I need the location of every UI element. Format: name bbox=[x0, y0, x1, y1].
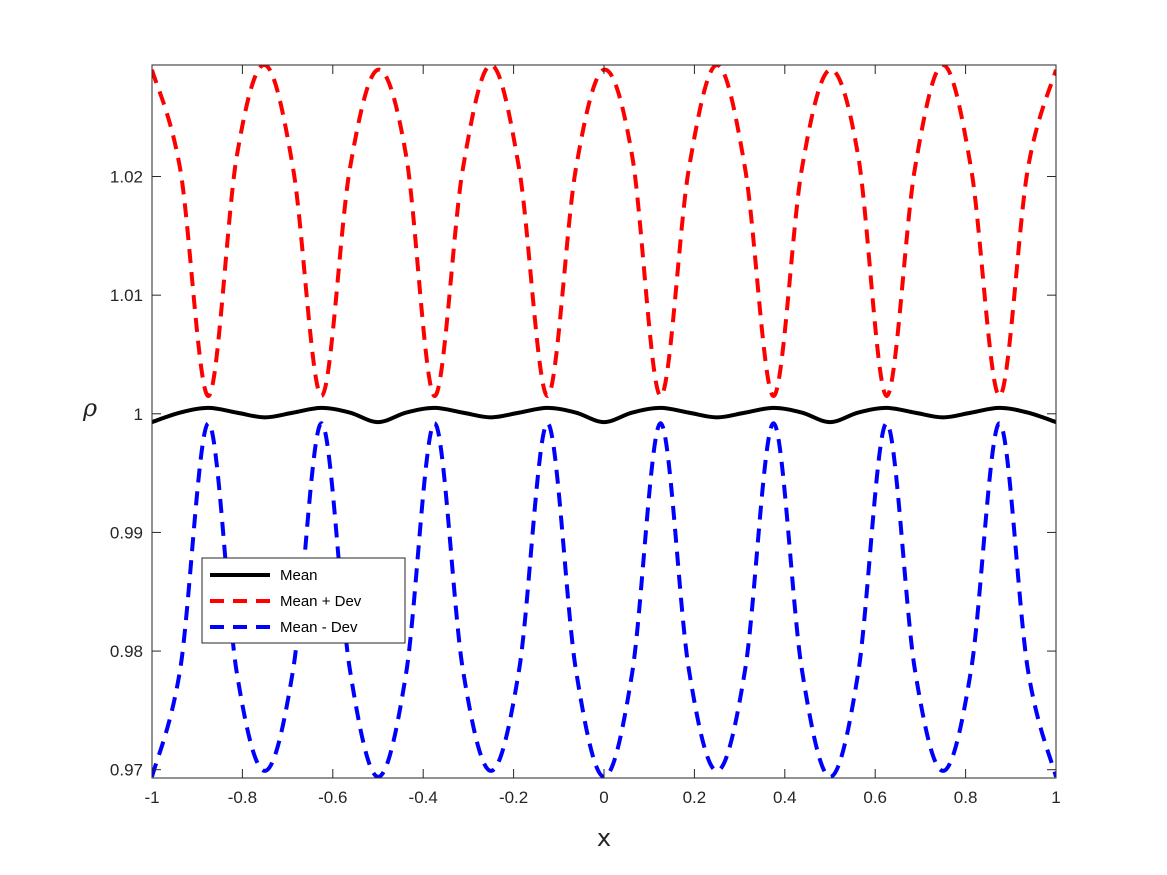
y-tick-label: 0.97 bbox=[110, 761, 143, 780]
legend-label: Mean - Dev bbox=[280, 619, 358, 636]
y-axis-label: ρ bbox=[82, 394, 97, 422]
x-tick-label: -0.2 bbox=[499, 788, 528, 807]
y-tick-label: 0.98 bbox=[110, 642, 143, 661]
y-tick-label: 1.02 bbox=[110, 168, 143, 187]
x-tick-label: 0 bbox=[599, 788, 608, 807]
x-tick-label: 1 bbox=[1051, 788, 1060, 807]
x-tick-label: 0.4 bbox=[773, 788, 797, 807]
x-tick-label: 0.6 bbox=[863, 788, 887, 807]
x-tick-label: 0.8 bbox=[954, 788, 978, 807]
x-tick-label: -1 bbox=[144, 788, 159, 807]
x-tick-label: -0.6 bbox=[318, 788, 347, 807]
y-tick-label: 1.01 bbox=[110, 286, 143, 305]
x-tick-label: -0.4 bbox=[409, 788, 438, 807]
legend-label: Mean + Dev bbox=[280, 593, 362, 610]
legend: Mean Mean + Dev Mean - Dev bbox=[201, 557, 406, 644]
x-tick-label: 0.2 bbox=[683, 788, 707, 807]
y-tick-label: 0.99 bbox=[110, 523, 143, 542]
series-line-mean bbox=[152, 405, 1056, 425]
y-tick-label: 1 bbox=[134, 405, 143, 424]
legend-label: Mean bbox=[280, 567, 318, 584]
x-tick-label: -0.8 bbox=[228, 788, 257, 807]
tick-layer: -1 -0.8 -0.6 -0.4 -0.2 0 0.2 0.4 0.6 0.8 1 0.97 0.98… bbox=[110, 65, 1061, 807]
x-axis-label: x bbox=[597, 824, 611, 852]
